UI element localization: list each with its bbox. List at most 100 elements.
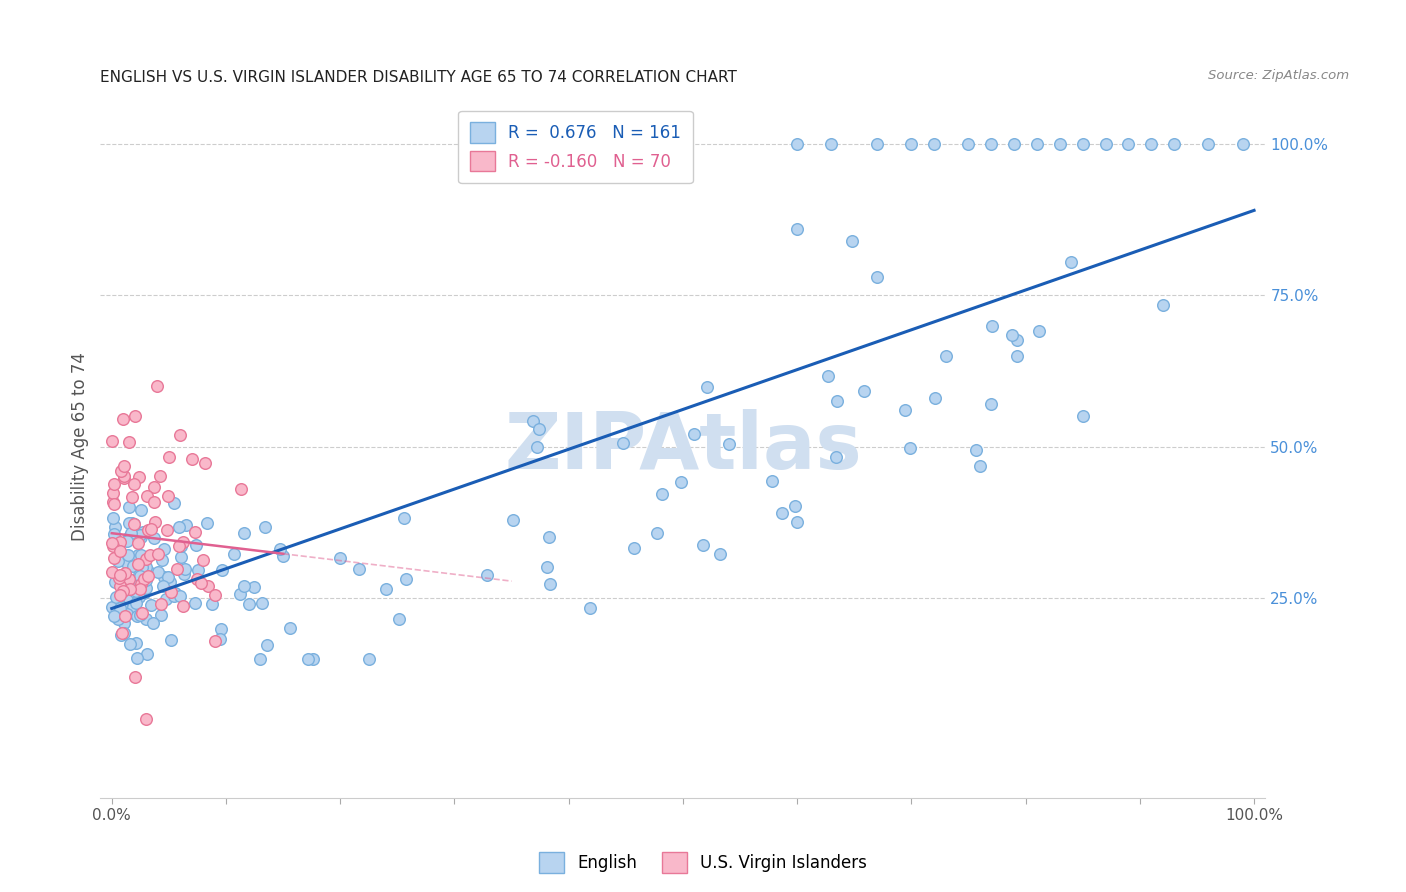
Point bbox=[107, 554, 129, 568]
Point bbox=[204, 633, 226, 648]
Text: ENGLISH VS U.S. VIRGIN ISLANDER DISABILITY AGE 65 TO 74 CORRELATION CHART: ENGLISH VS U.S. VIRGIN ISLANDER DISABILI… bbox=[100, 70, 737, 85]
Point bbox=[134, 572, 156, 586]
Point bbox=[347, 562, 370, 576]
Point bbox=[935, 349, 957, 363]
Point bbox=[197, 579, 219, 593]
Point bbox=[117, 592, 139, 607]
Point bbox=[131, 559, 153, 574]
Point bbox=[110, 579, 132, 593]
Point bbox=[160, 585, 183, 599]
Point bbox=[103, 497, 125, 511]
Point bbox=[156, 523, 179, 537]
Point bbox=[125, 596, 148, 610]
Point bbox=[709, 547, 731, 561]
Point bbox=[785, 499, 807, 513]
Point bbox=[117, 530, 139, 544]
Point bbox=[120, 526, 142, 541]
Point bbox=[190, 576, 212, 591]
Point bbox=[900, 136, 922, 151]
Point bbox=[127, 535, 149, 549]
Point bbox=[139, 598, 162, 612]
Point bbox=[157, 489, 180, 503]
Point bbox=[200, 597, 222, 611]
Point bbox=[817, 369, 839, 384]
Point bbox=[238, 597, 260, 611]
Point bbox=[136, 565, 159, 579]
Point bbox=[115, 607, 138, 621]
Point bbox=[329, 551, 352, 566]
Point bbox=[980, 319, 1002, 334]
Point bbox=[142, 532, 165, 546]
Point bbox=[146, 547, 169, 561]
Point bbox=[538, 577, 561, 591]
Point bbox=[1071, 409, 1094, 423]
Point bbox=[111, 625, 134, 640]
Point bbox=[841, 234, 863, 248]
Point bbox=[125, 636, 148, 650]
Point bbox=[1094, 136, 1116, 151]
Point bbox=[165, 585, 187, 599]
Point bbox=[172, 535, 194, 549]
Point bbox=[118, 637, 141, 651]
Point bbox=[107, 612, 129, 626]
Point bbox=[527, 422, 550, 436]
Y-axis label: Disability Age 65 to 74: Disability Age 65 to 74 bbox=[72, 352, 89, 541]
Point bbox=[115, 555, 138, 569]
Point bbox=[135, 573, 157, 587]
Point bbox=[101, 535, 124, 549]
Point bbox=[108, 601, 131, 615]
Point bbox=[208, 632, 231, 647]
Point bbox=[623, 541, 645, 555]
Point bbox=[211, 564, 233, 578]
Point bbox=[820, 136, 842, 151]
Point bbox=[169, 427, 191, 442]
Point bbox=[786, 515, 808, 529]
Point bbox=[669, 475, 692, 489]
Point bbox=[786, 221, 808, 235]
Point bbox=[128, 469, 150, 483]
Point bbox=[159, 633, 181, 648]
Point bbox=[135, 560, 157, 574]
Point bbox=[174, 562, 197, 576]
Point bbox=[118, 516, 141, 531]
Point bbox=[1232, 136, 1254, 151]
Point bbox=[135, 552, 157, 566]
Point bbox=[194, 456, 217, 470]
Point bbox=[112, 471, 135, 485]
Point bbox=[131, 606, 153, 620]
Point bbox=[143, 516, 166, 530]
Point bbox=[243, 580, 266, 594]
Point bbox=[173, 566, 195, 581]
Point bbox=[278, 621, 301, 635]
Point bbox=[357, 652, 380, 666]
Point bbox=[110, 464, 132, 478]
Point bbox=[167, 539, 190, 553]
Point bbox=[1028, 324, 1050, 338]
Point bbox=[1049, 136, 1071, 151]
Point bbox=[101, 539, 124, 553]
Point bbox=[922, 136, 945, 151]
Point bbox=[101, 434, 124, 448]
Point bbox=[269, 541, 291, 556]
Point bbox=[696, 379, 718, 393]
Point bbox=[129, 548, 152, 562]
Point bbox=[651, 487, 673, 501]
Point bbox=[980, 136, 1002, 151]
Point bbox=[1002, 136, 1025, 151]
Point bbox=[204, 588, 226, 602]
Point bbox=[104, 520, 127, 534]
Point bbox=[1163, 136, 1185, 151]
Point bbox=[128, 568, 150, 582]
Point bbox=[115, 533, 138, 548]
Point bbox=[146, 565, 169, 579]
Point bbox=[143, 495, 166, 509]
Point bbox=[131, 503, 153, 517]
Point bbox=[827, 393, 849, 408]
Point bbox=[149, 607, 172, 622]
Point bbox=[111, 583, 134, 598]
Point bbox=[125, 583, 148, 598]
Text: Source: ZipAtlas.com: Source: ZipAtlas.com bbox=[1208, 69, 1348, 81]
Point bbox=[1005, 349, 1028, 363]
Point bbox=[111, 412, 134, 426]
Point bbox=[170, 549, 193, 564]
